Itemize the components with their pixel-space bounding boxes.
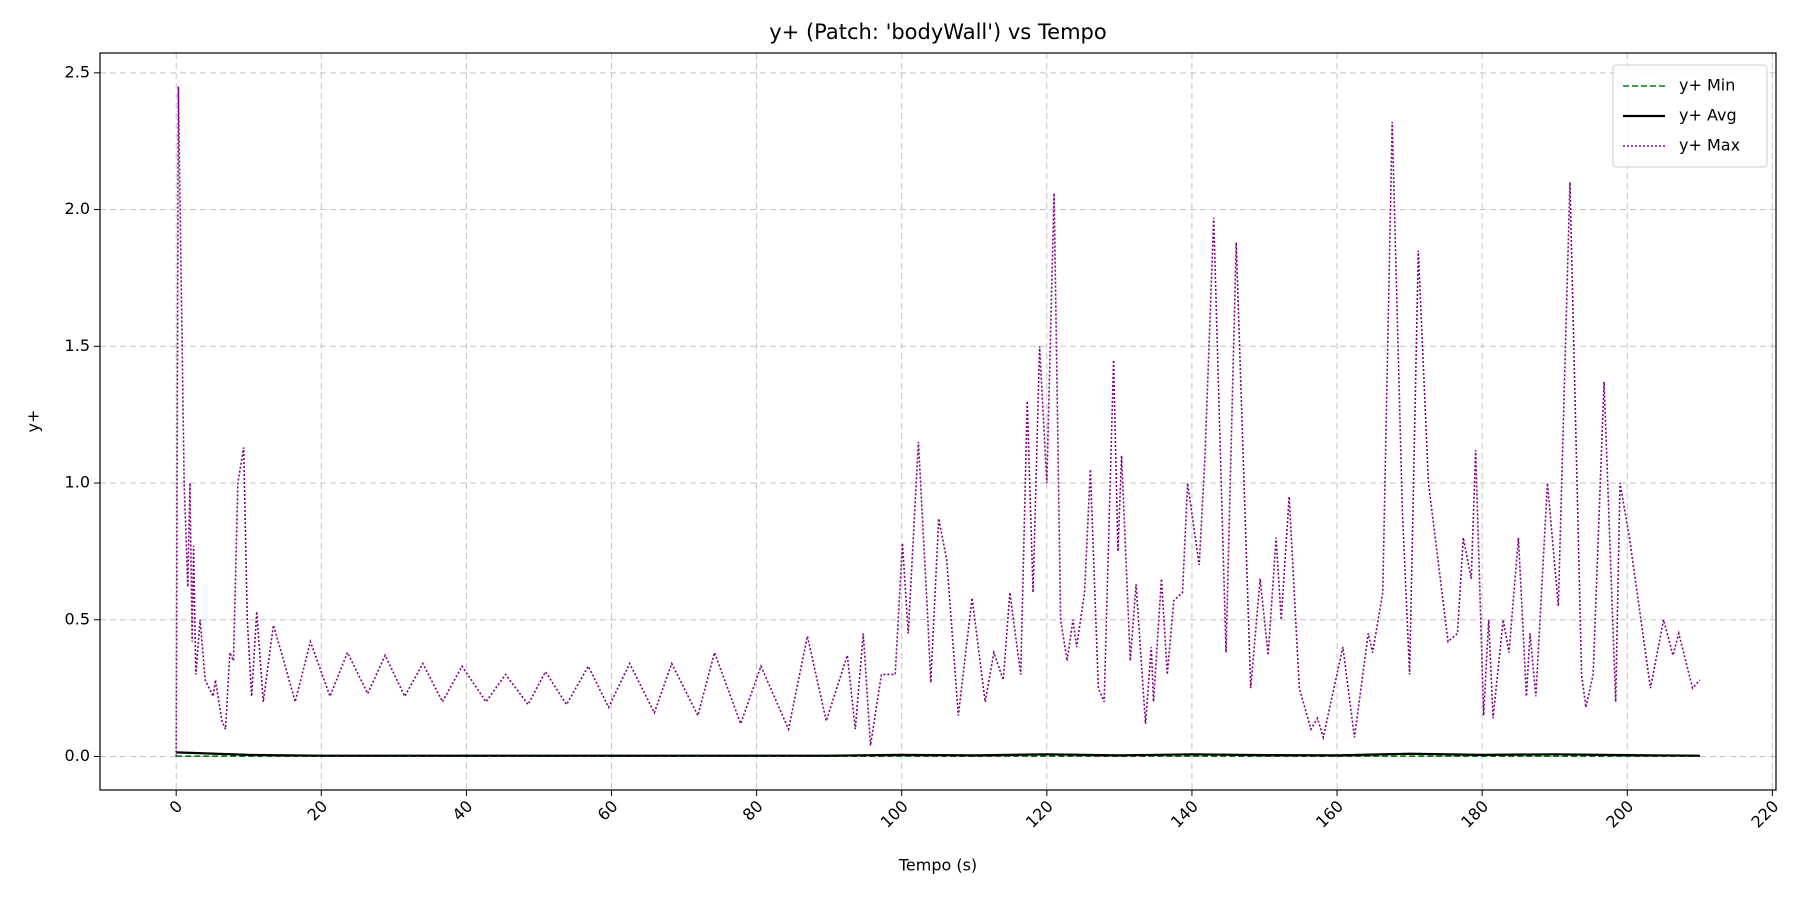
- legend-label: y+ Max: [1679, 136, 1740, 155]
- y-axis-label: y+: [24, 410, 43, 433]
- legend-label: y+ Avg: [1679, 106, 1737, 125]
- series-line: [176, 751, 1700, 757]
- series-line: [175, 86, 1701, 757]
- y-tick-label: 1.5: [65, 336, 90, 355]
- y-tick-label: 2.0: [65, 199, 90, 218]
- chart-title: y+ (Patch: 'bodyWall') vs Tempo: [769, 20, 1107, 44]
- legend-box: [1612, 64, 1768, 168]
- y-tick-label: 0.5: [65, 609, 90, 628]
- y-tick-label: 1.0: [65, 473, 90, 492]
- y-tick-label: 2.5: [65, 62, 90, 81]
- legend-label: y+ Min: [1679, 76, 1735, 95]
- x-axis-label: Tempo (s): [898, 856, 977, 875]
- plot-frame: [99, 52, 1777, 791]
- y-tick-label: 0.0: [65, 746, 90, 765]
